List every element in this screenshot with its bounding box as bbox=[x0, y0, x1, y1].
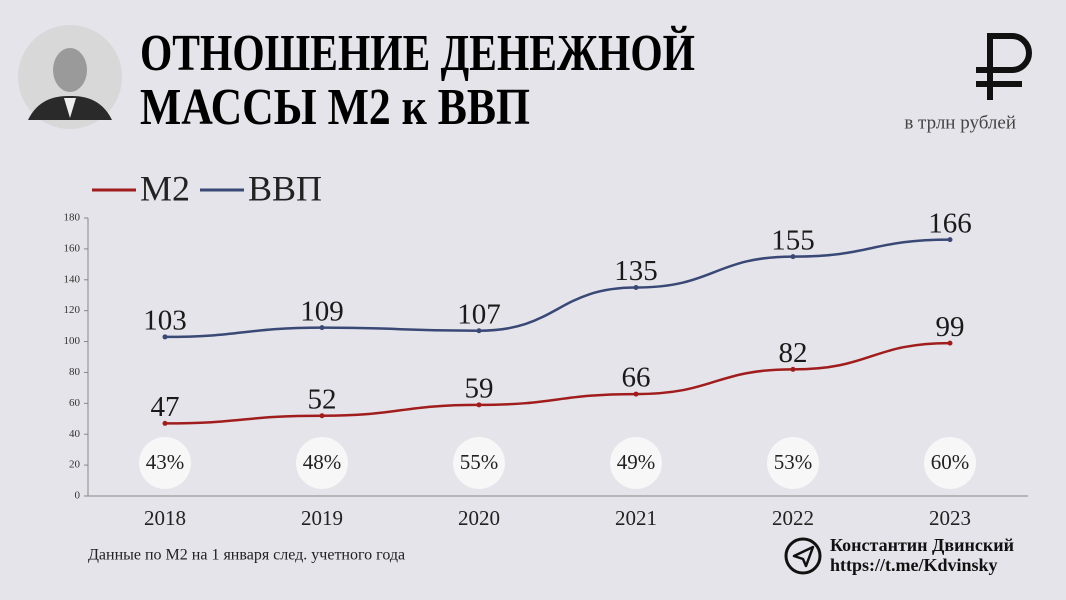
portrait bbox=[18, 25, 122, 129]
y-tick-label: 100 bbox=[64, 335, 81, 347]
y-tick-label: 60 bbox=[69, 397, 81, 409]
value-label: 107 bbox=[457, 298, 501, 330]
x-tick-label: 2018 bbox=[144, 506, 186, 530]
author: Константин Двинский bbox=[830, 535, 1014, 555]
ratio-label: 49% bbox=[617, 450, 656, 474]
value-label: 109 bbox=[300, 295, 344, 327]
x-tick-label: 2022 bbox=[772, 506, 814, 530]
ratio-label: 55% bbox=[460, 450, 499, 474]
point bbox=[790, 366, 796, 372]
x-tick-label: 2020 bbox=[458, 506, 500, 530]
point bbox=[476, 328, 482, 334]
legend-label: ВВП bbox=[248, 168, 322, 208]
ratio-label: 48% bbox=[303, 450, 342, 474]
point bbox=[319, 325, 325, 331]
series-line bbox=[164, 341, 951, 425]
chart-title: ОТНОШЕНИЕ ДЕНЕЖНОЙ bbox=[140, 25, 695, 82]
series-line bbox=[164, 238, 951, 339]
point bbox=[947, 340, 953, 346]
point bbox=[162, 334, 168, 340]
point bbox=[319, 413, 325, 419]
y-tick-label: 40 bbox=[69, 428, 81, 440]
legend-label: М2 bbox=[140, 168, 190, 208]
y-tick-label: 0 bbox=[75, 490, 81, 502]
value-label: 155 bbox=[771, 224, 815, 256]
value-label: 47 bbox=[151, 391, 180, 423]
value-label: 166 bbox=[928, 207, 972, 239]
x-tick-label: 2019 bbox=[301, 506, 343, 530]
point bbox=[790, 254, 796, 260]
ratio-badge bbox=[610, 437, 662, 489]
point bbox=[162, 420, 168, 426]
y-tick-label: 180 bbox=[64, 212, 81, 224]
point bbox=[947, 237, 953, 243]
point bbox=[633, 391, 639, 397]
value-label: 103 bbox=[143, 305, 187, 337]
value-label: 52 bbox=[308, 383, 337, 415]
x-tick-label: 2021 bbox=[615, 506, 657, 530]
ratio-badge bbox=[924, 437, 976, 489]
ratio-badge bbox=[296, 437, 348, 489]
point bbox=[476, 402, 482, 408]
telegram-icon bbox=[784, 537, 822, 575]
author-link[interactable]: https://t.me/Kdvinsky bbox=[830, 555, 998, 575]
ratio-badge bbox=[767, 437, 819, 489]
footnote: Данные по М2 на 1 января след. учетного … bbox=[88, 547, 405, 564]
unit-note: в трлн рублей bbox=[904, 112, 1016, 133]
chart-title: МАССЫ М2 к ВВП bbox=[140, 79, 530, 136]
x-tick-label: 2023 bbox=[929, 506, 971, 530]
ruble-icon bbox=[976, 33, 1032, 100]
value-label: 59 bbox=[465, 373, 494, 405]
ratio-badge bbox=[453, 437, 505, 489]
ratio-badge bbox=[139, 437, 191, 489]
value-label: 82 bbox=[779, 337, 808, 369]
value-label: 135 bbox=[614, 255, 658, 287]
ratio-label: 53% bbox=[774, 450, 813, 474]
ratio-label: 43% bbox=[146, 450, 185, 474]
y-tick-label: 120 bbox=[64, 304, 81, 316]
y-tick-label: 140 bbox=[64, 273, 81, 285]
value-label: 66 bbox=[622, 362, 651, 394]
y-tick-label: 20 bbox=[69, 459, 81, 471]
y-tick-label: 160 bbox=[64, 242, 81, 254]
y-tick-label: 80 bbox=[69, 366, 81, 378]
value-label: 99 bbox=[936, 311, 965, 343]
ratio-label: 60% bbox=[931, 450, 970, 474]
point bbox=[633, 285, 639, 290]
